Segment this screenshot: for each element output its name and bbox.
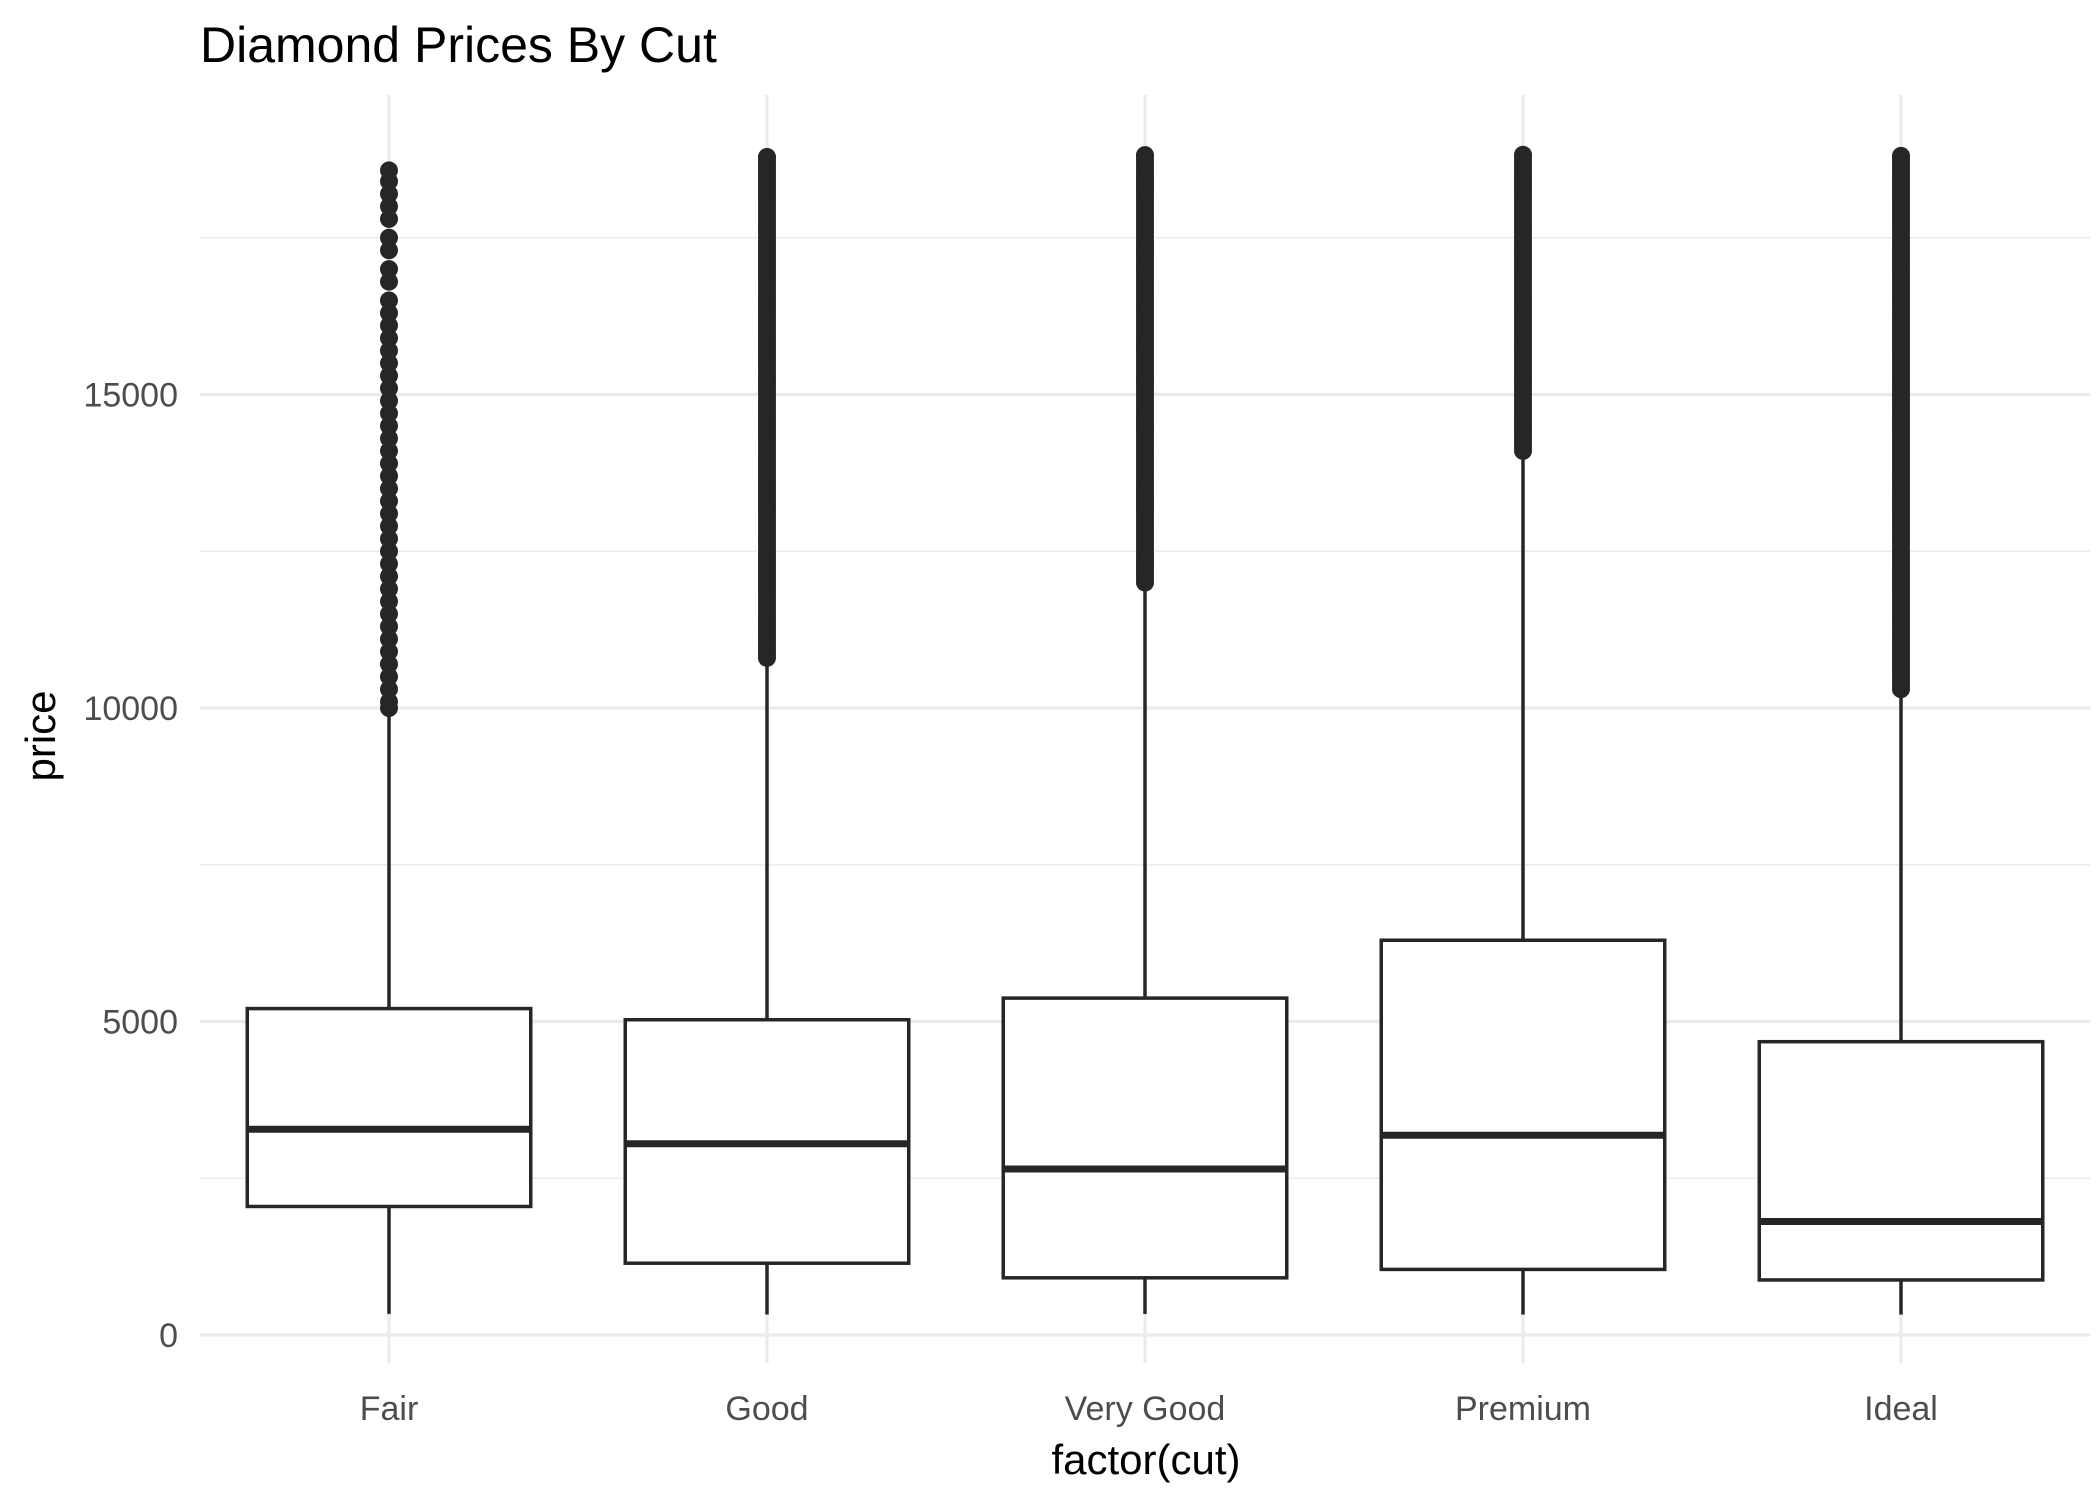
outlier-point [380,416,398,435]
outlier-point [380,504,398,523]
outlier-point [380,366,398,385]
box-group-fair [245,161,533,1314]
iqr-box [1379,938,1667,1272]
x-tick-label: Ideal [1864,1390,1938,1428]
outlier-point [380,441,398,460]
outlier-point [380,391,398,410]
outlier-point [380,228,398,247]
outlier-point [380,272,398,291]
outlier-point [380,604,398,623]
y-axis-title: price [17,690,64,781]
y-tick-label: 10000 [83,690,178,728]
x-axis-tick-labels: Fair Good Very Good Premium Ideal [360,1390,1938,1428]
y-tick-label: 5000 [102,1004,178,1042]
outlier-point [380,291,398,310]
outlier-point [380,197,398,216]
outlier-point [380,379,398,398]
outlier-point [380,592,398,611]
outlier-point [380,467,398,486]
outlier-point [380,429,398,448]
outlier-point [380,354,398,373]
outlier-point [1892,146,1910,165]
y-tick-label: 0 [159,1317,178,1355]
outlier-point [380,303,398,322]
box-series [245,145,2045,1315]
box-group-good [623,147,911,1315]
box-group-premium [1379,145,1667,1315]
outlier-point [380,630,398,649]
outlier-point [380,341,398,360]
outlier-point [380,404,398,423]
outlier-point [380,172,398,191]
outlier-point [380,554,398,573]
outlier-point [380,329,398,348]
outlier-point [380,667,398,686]
outlier-point [380,579,398,598]
box-group-very-good [1001,146,1289,1314]
outlier-point [380,542,398,561]
outlier-point [1514,145,1532,164]
outlier-point [380,260,398,279]
x-tick-label: Fair [360,1390,419,1428]
y-tick-label: 15000 [83,377,178,415]
outlier-point [380,209,398,228]
outlier-point [380,529,398,548]
outlier-point [380,316,398,335]
outlier-point [380,492,398,511]
outlier-point [380,479,398,498]
x-tick-label: Premium [1455,1390,1591,1428]
outlier-point [1136,146,1154,165]
outlier-point [380,642,398,661]
outlier-point [380,655,398,674]
iqr-box [245,1006,533,1209]
y-axis-tick-labels: 0 5000 10000 15000 [83,377,178,1356]
iqr-box [1001,996,1289,1280]
box-group-ideal [1757,146,2045,1315]
outlier-point [380,680,398,699]
outlier-point [380,567,398,586]
outlier-point [758,147,776,166]
chart-title: Diamond Prices By Cut [200,17,717,73]
outlier-point [380,517,398,536]
outlier-point [380,184,398,203]
outlier-point [380,241,398,260]
x-tick-label: Good [725,1390,808,1428]
outlier-point [380,699,398,717]
x-tick-label: Very Good [1065,1390,1226,1428]
outlier-point [380,617,398,636]
x-axis-title: factor(cut) [1051,1436,1240,1483]
iqr-box [1757,1039,2045,1282]
outlier-point [380,454,398,473]
